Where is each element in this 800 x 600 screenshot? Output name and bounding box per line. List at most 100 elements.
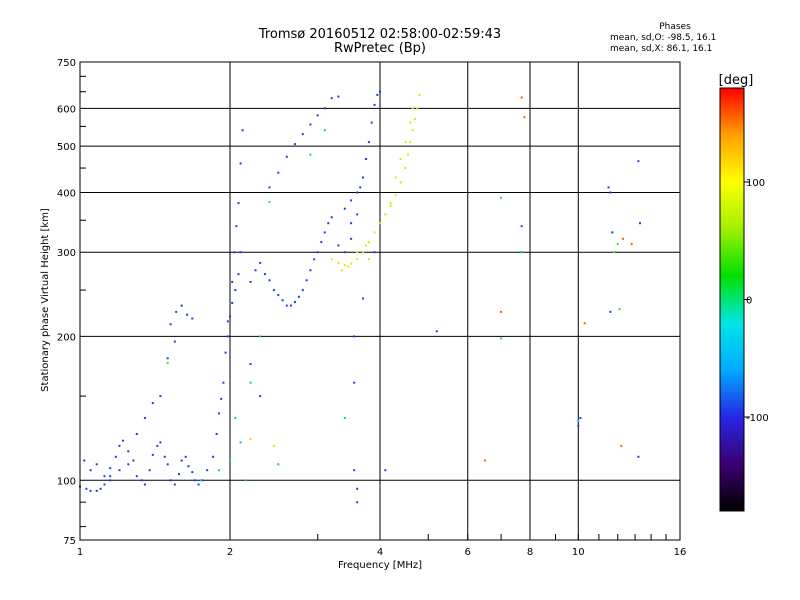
data-point [579,417,582,419]
data-point [637,160,640,163]
data-point [309,153,312,156]
data-point [409,121,412,124]
data-point [244,479,247,482]
data-point [365,244,367,247]
data-point [224,351,227,354]
data-point [359,186,362,189]
data-point [353,335,356,338]
data-point [166,357,169,360]
data-point [316,114,319,117]
data-point [272,444,275,447]
data-point [301,289,304,292]
data-point [520,96,523,99]
data-point [151,453,154,456]
data-point [337,244,340,247]
data-point [83,459,86,462]
data-point [384,213,387,216]
data-point [520,251,523,254]
data-point [197,483,200,486]
data-point [132,459,135,462]
data-point [620,444,623,447]
data-point [249,363,252,366]
y-tick-label: 100 [57,476,76,487]
data-point [249,438,252,440]
x-tick-label: 8 [527,547,533,558]
data-point [639,222,641,225]
data-point [200,479,203,482]
data-point [259,335,262,338]
data-point [337,261,340,264]
y-tick-label: 600 [57,104,76,115]
data-point [611,231,614,234]
data-point [362,176,365,179]
data-point [148,469,151,472]
data-point [89,489,92,492]
data-point [217,412,220,415]
data-point [234,417,237,419]
data-point [373,231,376,234]
data-point [122,439,124,442]
data-point [277,294,280,297]
data-point [277,171,280,174]
data-point [622,237,625,240]
data-point [103,475,106,478]
phase-stat-o: mean, sd,O: -98.5, 16.1 [610,33,717,43]
x-tick-label: 6 [465,547,471,558]
y-tick-label: 500 [57,142,76,153]
data-point [323,129,326,132]
data-point [379,90,381,93]
chart-title-line1: Tromsø 20160512 02:58:00-02:59:43 [258,27,502,42]
data-point [411,129,414,132]
data-point [389,204,392,207]
data-point [143,417,146,419]
data-point [337,95,340,98]
data-point [350,237,353,240]
data-point [350,262,353,265]
data-point [500,337,503,340]
y-axis-label: Stationary phase Virtual Height [km] [40,208,51,392]
x-tick-label: 16 [674,547,687,558]
data-point [268,279,271,282]
data-point [173,483,176,486]
data-point [297,295,300,298]
data-point [186,313,189,316]
colorbar-ticks: 100 0 -100 [744,178,769,424]
data-point [114,455,117,458]
y-tick-label: 750 [57,58,76,69]
data-point [233,251,236,254]
data-point [85,487,88,490]
data-point [159,441,162,444]
data-point [340,269,343,272]
data-point [151,402,154,405]
data-point [268,201,271,204]
data-point [367,241,370,244]
data-point [237,273,240,276]
data-point [234,289,237,292]
data-point [353,381,356,384]
data-point [254,269,257,272]
data-point [379,222,381,225]
data-point [313,258,316,261]
phase-colorbar [719,87,745,512]
data-point [305,279,308,282]
x-tick-label: 2 [227,547,233,558]
data-point [362,297,365,300]
data-point [330,216,333,219]
data-point [135,433,138,435]
data-point [166,463,169,466]
data-point [272,289,275,292]
data-point [212,455,215,458]
data-point [618,308,621,311]
data-point [118,444,121,447]
data-point [577,424,580,427]
data-point [409,141,412,144]
x-axis-ticks: 1 2 4 6 8 10 16 [77,534,687,558]
data-point [215,433,218,435]
colorbar-tick-label: 100 [746,178,765,189]
data-point [239,441,242,444]
data-point [143,483,146,486]
data-point [343,251,346,254]
data-point [394,194,397,197]
data-point [577,420,580,423]
